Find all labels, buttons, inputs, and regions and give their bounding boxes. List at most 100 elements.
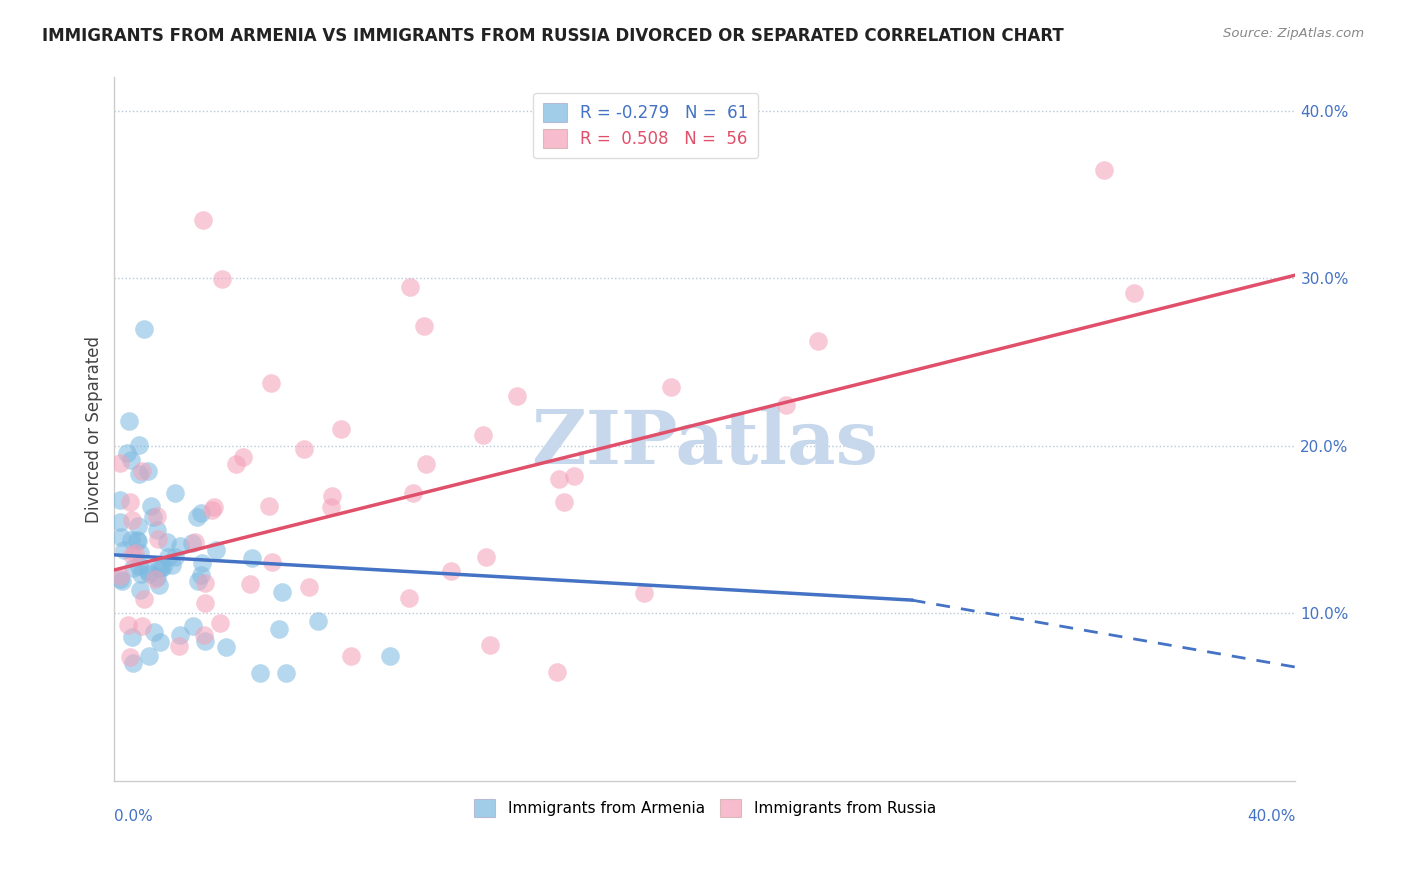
- Point: [475, 550, 498, 565]
- Point: [146, 509, 169, 524]
- Point: [128, 438, 150, 452]
- Text: IMMIGRANTS FROM ARMENIA VS IMMIGRANTS FROM RUSSIA DIVORCED OR SEPARATED CORRELAT: IMMIGRANTS FROM ARMENIA VS IMMIGRANTS FR…: [42, 27, 1064, 45]
- Point: [439, 564, 461, 578]
- Point: [194, 596, 217, 610]
- Point: [110, 572, 132, 586]
- Point: [276, 665, 298, 680]
- Point: [146, 533, 169, 547]
- Point: [152, 559, 174, 574]
- Point: [118, 494, 141, 508]
- Point: [115, 446, 138, 460]
- Point: [215, 640, 238, 654]
- Point: [807, 334, 830, 348]
- Point: [190, 556, 212, 570]
- Point: [148, 560, 170, 574]
- Point: [194, 576, 217, 591]
- Point: [150, 561, 173, 575]
- Point: [148, 635, 170, 649]
- Point: [257, 499, 280, 513]
- Point: [146, 570, 169, 584]
- Point: [148, 577, 170, 591]
- Point: [479, 638, 502, 652]
- Point: [112, 543, 135, 558]
- Y-axis label: Divorced or Separated: Divorced or Separated: [86, 335, 103, 523]
- Text: ZIPatlas: ZIPatlas: [531, 407, 879, 480]
- Text: 40.0%: 40.0%: [1247, 809, 1295, 824]
- Point: [127, 533, 149, 548]
- Point: [125, 533, 148, 547]
- Point: [132, 322, 155, 336]
- Text: Source: ZipAtlas.com: Source: ZipAtlas.com: [1223, 27, 1364, 40]
- Point: [398, 280, 420, 294]
- Text: 0.0%: 0.0%: [114, 809, 153, 824]
- Point: [190, 506, 212, 520]
- Point: [163, 485, 186, 500]
- Point: [415, 457, 437, 471]
- Point: [128, 583, 150, 598]
- Point: [131, 567, 153, 582]
- Point: [260, 376, 283, 391]
- Point: [562, 468, 585, 483]
- Point: [156, 534, 179, 549]
- Point: [110, 515, 132, 529]
- Point: [329, 422, 352, 436]
- Point: [122, 656, 145, 670]
- Point: [209, 615, 232, 630]
- Point: [110, 530, 132, 544]
- Point: [319, 500, 342, 514]
- Point: [169, 628, 191, 642]
- Point: [121, 548, 143, 562]
- Point: [553, 495, 575, 509]
- Legend: Immigrants from Armenia, Immigrants from Russia: Immigrants from Armenia, Immigrants from…: [468, 793, 942, 822]
- Point: [194, 633, 217, 648]
- Point: [242, 551, 264, 566]
- Point: [339, 648, 361, 663]
- Point: [110, 569, 132, 583]
- Point: [211, 272, 233, 286]
- Point: [412, 319, 434, 334]
- Point: [136, 564, 159, 578]
- Point: [180, 536, 202, 550]
- Point: [548, 472, 571, 486]
- Point: [307, 615, 329, 629]
- Point: [204, 543, 226, 558]
- Point: [127, 519, 149, 533]
- Point: [131, 464, 153, 478]
- Point: [143, 624, 166, 639]
- Point: [292, 442, 315, 456]
- Point: [146, 523, 169, 537]
- Point: [136, 464, 159, 478]
- Point: [139, 500, 162, 514]
- Point: [225, 457, 247, 471]
- Point: [398, 591, 420, 606]
- Point: [191, 212, 214, 227]
- Point: [270, 584, 292, 599]
- Point: [298, 580, 321, 594]
- Point: [190, 568, 212, 582]
- Point: [120, 533, 142, 548]
- Point: [193, 628, 215, 642]
- Point: [633, 586, 655, 600]
- Point: [202, 500, 225, 514]
- Point: [169, 539, 191, 553]
- Point: [132, 592, 155, 607]
- Point: [110, 456, 132, 470]
- Point: [167, 640, 190, 654]
- Point: [775, 398, 797, 412]
- Point: [249, 665, 271, 680]
- Point: [661, 380, 683, 394]
- Point: [1123, 286, 1146, 301]
- Point: [120, 452, 142, 467]
- Point: [142, 510, 165, 524]
- Point: [201, 502, 224, 516]
- Point: [181, 619, 204, 633]
- Point: [110, 574, 132, 589]
- Point: [321, 489, 343, 503]
- Point: [239, 577, 262, 591]
- Point: [186, 510, 208, 524]
- Point: [118, 649, 141, 664]
- Point: [128, 467, 150, 482]
- Point: [506, 389, 529, 403]
- Point: [472, 427, 495, 442]
- Point: [232, 450, 254, 464]
